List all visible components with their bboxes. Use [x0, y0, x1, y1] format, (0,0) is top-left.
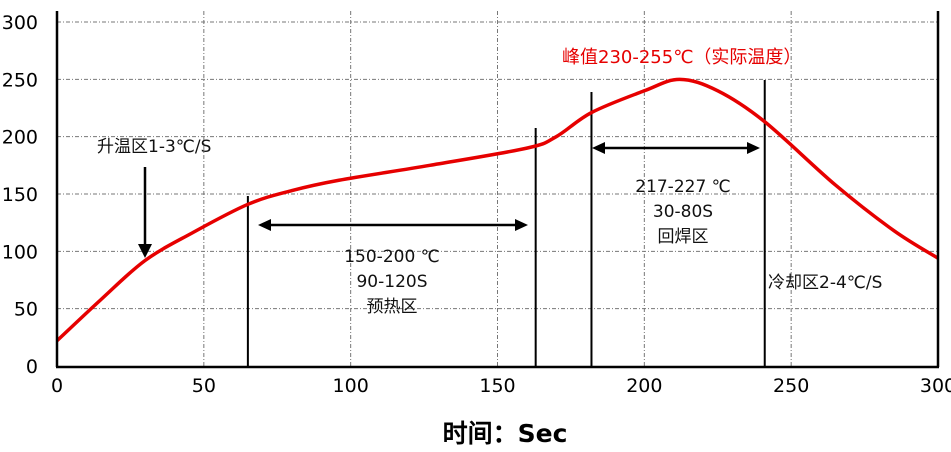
reflow-arrow-right-head-icon	[747, 142, 760, 154]
preheat-temp-label: 150-200 ℃	[344, 247, 440, 267]
y-tick-label: 300	[2, 12, 38, 34]
peak-label: 峰值230-255℃（实际温度）	[562, 47, 801, 68]
reflow-arrow-left-head-icon	[592, 142, 605, 154]
preheat-arrow-right-head-icon	[515, 219, 528, 231]
zone-lines	[246, 80, 766, 366]
cooling-label: 冷却区2-4℃/S	[768, 273, 882, 293]
x-tick-label: 250	[773, 375, 809, 397]
x-tick-label: 300	[920, 375, 951, 397]
reflow-zone-label: 回焊区	[658, 227, 709, 247]
x-tick-label: 150	[479, 375, 515, 397]
ramp-arrow-head-icon	[138, 244, 152, 258]
ramp-label: 升温区1-3℃/S	[97, 137, 211, 157]
preheat-time-label: 90-120S	[356, 272, 427, 292]
tick-labels: 0 50 100 150 200 250 300 0 50 100 150 200 250 300	[2, 12, 951, 397]
y-tick-label: 50	[14, 299, 38, 321]
y-tick-label: 150	[2, 184, 38, 206]
reflow-temp-label: 217-227 ℃	[635, 177, 731, 197]
y-tick-label: 100	[2, 241, 38, 263]
x-tick-label: 200	[626, 375, 662, 397]
x-tick-label: 100	[333, 375, 369, 397]
preheat-zone-label: 预热区	[367, 297, 418, 317]
arrows	[138, 142, 760, 258]
grid	[57, 11, 938, 366]
preheat-arrow-left-head-icon	[258, 219, 271, 231]
y-tick-label: 0	[26, 356, 38, 378]
x-tick-label: 50	[192, 375, 216, 397]
x-tick-label: 0	[51, 375, 63, 397]
reflow-time-label: 30-80S	[653, 202, 713, 222]
x-axis-title: 时间：Sec	[443, 419, 568, 448]
y-tick-label: 200	[2, 127, 38, 149]
y-tick-label: 250	[2, 69, 38, 91]
temperature-curve	[55, 77, 939, 343]
